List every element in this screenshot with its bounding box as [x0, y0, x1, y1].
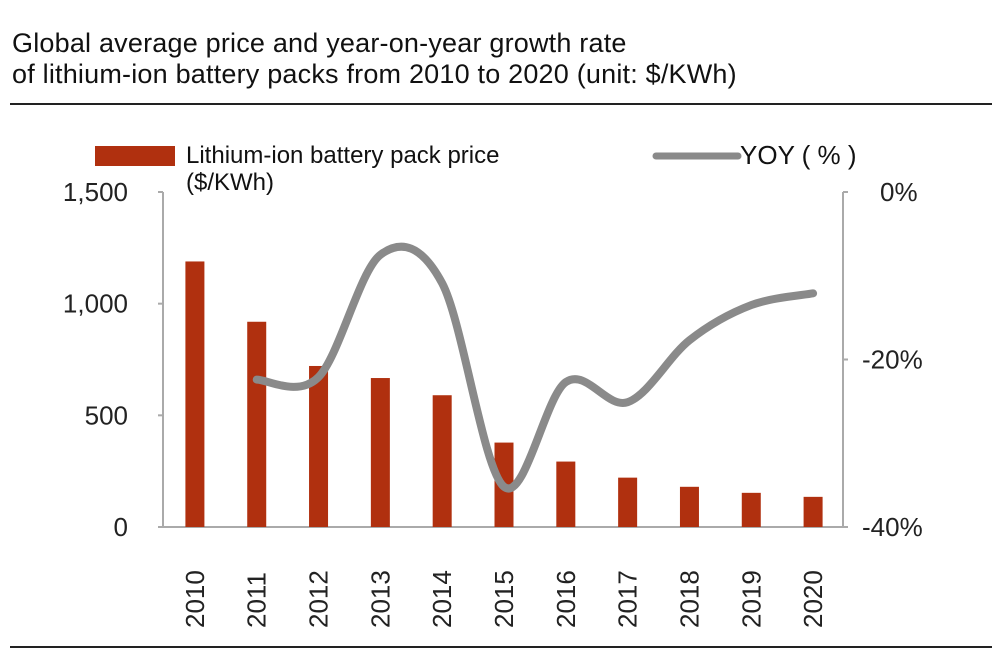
x-tick-label: 2016 — [551, 570, 581, 628]
x-tick-label: 2015 — [489, 570, 519, 628]
top-divider — [10, 103, 992, 105]
bar-2010 — [185, 261, 205, 527]
left-tick-label: 1,500 — [63, 177, 128, 207]
x-tick-label: 2011 — [242, 572, 272, 628]
bar-2020 — [803, 496, 823, 527]
bar-2018 — [679, 486, 699, 527]
x-tick-label: 2012 — [304, 570, 334, 628]
legend-bar-label-2: ($/KWh) — [186, 169, 274, 196]
yoy-line — [252, 242, 818, 493]
x-tick-label: 2010 — [180, 570, 210, 628]
x-tick-label: 2019 — [736, 570, 766, 628]
x-tick-label: 2018 — [674, 570, 704, 628]
bar-2019 — [741, 492, 761, 527]
x-tick-label: 2013 — [365, 570, 395, 628]
legend-bar-label-1: Lithium-ion battery pack price — [186, 142, 499, 169]
legend-bar-swatch — [95, 146, 175, 166]
legend-line-label: YOY ( % ) — [740, 140, 857, 170]
bottom-divider — [10, 646, 992, 648]
x-tick-label: 2020 — [798, 570, 828, 628]
bar-2013 — [370, 378, 390, 527]
right-tick-label: 0% — [880, 177, 918, 207]
right-tick-label: -20% — [862, 345, 923, 375]
x-tick-label: 2017 — [613, 570, 643, 628]
right-tick-label: -40% — [862, 512, 923, 542]
title-line-2: of lithium-ion battery packs from 2010 t… — [12, 59, 737, 89]
left-tick-label: 0 — [114, 512, 128, 542]
bar-2016 — [556, 461, 576, 527]
chart-title: Global average price and year-on-year gr… — [12, 28, 737, 90]
bar-2014 — [432, 395, 452, 527]
bar-2017 — [618, 477, 638, 527]
bar-2012 — [309, 365, 329, 527]
title-line-1: Global average price and year-on-year gr… — [12, 28, 627, 58]
left-tick-label: 500 — [85, 400, 128, 430]
left-tick-label: 1,000 — [63, 289, 128, 319]
x-tick-label: 2014 — [427, 570, 457, 628]
bar-2011 — [247, 321, 267, 527]
